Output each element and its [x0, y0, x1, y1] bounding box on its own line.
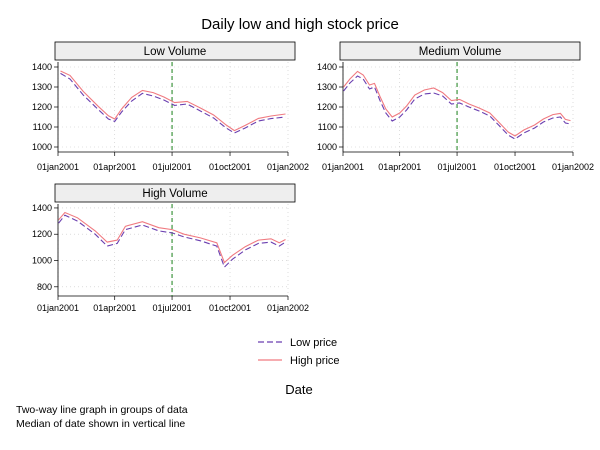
y-tick-label: 1300	[32, 82, 52, 92]
panels: Low Volume 01jan2001 01apr2001 01jul2001 01o…	[32, 41, 594, 313]
panel-title: Low Volume	[144, 46, 207, 58]
x-tick-label: 01jan2002	[552, 162, 594, 172]
y-tick-label: 1000	[32, 142, 52, 152]
x-tick-label: 01jan2001	[322, 162, 364, 172]
legend-label: High price	[290, 355, 340, 367]
panel-high-volume: High Volume 01jan2001 01apr2001 01jul2001 01…	[32, 183, 309, 313]
note-line-2: Median of date shown in vertical line	[16, 418, 186, 430]
x-axis-label: Date	[285, 382, 312, 397]
legend: Low price High price	[258, 337, 340, 367]
x-tick-label: 01apr2001	[378, 162, 421, 172]
y-tick-label: 1200	[32, 102, 52, 112]
panel-header	[339, 41, 581, 61]
y-tick-label: 1300	[317, 82, 337, 92]
series-high-price	[60, 70, 286, 132]
x-tick-label: 01apr2001	[93, 303, 136, 313]
panel-title: High Volume	[142, 188, 207, 200]
y-tick-label: 1000	[317, 142, 337, 152]
panel-header	[54, 183, 296, 203]
y-tick-label: 1100	[318, 122, 337, 132]
series-high-price	[58, 211, 286, 264]
x-tick-label: 01jan2002	[267, 303, 309, 313]
note-line-1: Two-way line graph in groups of data	[16, 404, 188, 416]
y-tick-label: 1100	[33, 122, 52, 132]
x-tick-label: 01jul2001	[438, 162, 477, 172]
legend-label: Low price	[290, 337, 337, 349]
y-tick-label: 1400	[317, 62, 337, 72]
series-high-price	[343, 70, 571, 137]
x-tick-label: 01oct2001	[209, 303, 251, 313]
x-tick-label: 01jan2001	[37, 162, 79, 172]
series-low-price	[58, 214, 286, 269]
panel-low-volume: Low Volume 01jan2001 01apr2001 01jul2001 01o…	[32, 41, 309, 172]
x-tick-label: 01apr2001	[93, 162, 136, 172]
y-tick-label: 800	[37, 282, 52, 292]
panel-title: Medium Volume	[419, 46, 501, 58]
x-tick-label: 01oct2001	[494, 162, 536, 172]
y-tick-label: 1200	[32, 229, 52, 239]
panel-medium-volume: Medium Volume 01jan2001 01apr2001 01jul2001…	[317, 41, 594, 172]
x-tick-label: 01jan2002	[267, 162, 309, 172]
chart-title: Daily low and high stock price	[201, 16, 399, 33]
y-tick-label: 1400	[32, 62, 52, 72]
x-tick-label: 01jul2001	[153, 303, 192, 313]
x-tick-label: 01jul2001	[153, 162, 192, 172]
y-tick-label: 1400	[32, 203, 52, 213]
panel-header	[54, 41, 296, 61]
y-tick-label: 1200	[317, 102, 337, 112]
series-low-price	[343, 75, 571, 140]
y-tick-label: 1000	[32, 256, 52, 266]
x-tick-label: 01oct2001	[209, 162, 251, 172]
x-tick-label: 01jan2001	[37, 303, 79, 313]
series-low-price	[60, 72, 286, 134]
